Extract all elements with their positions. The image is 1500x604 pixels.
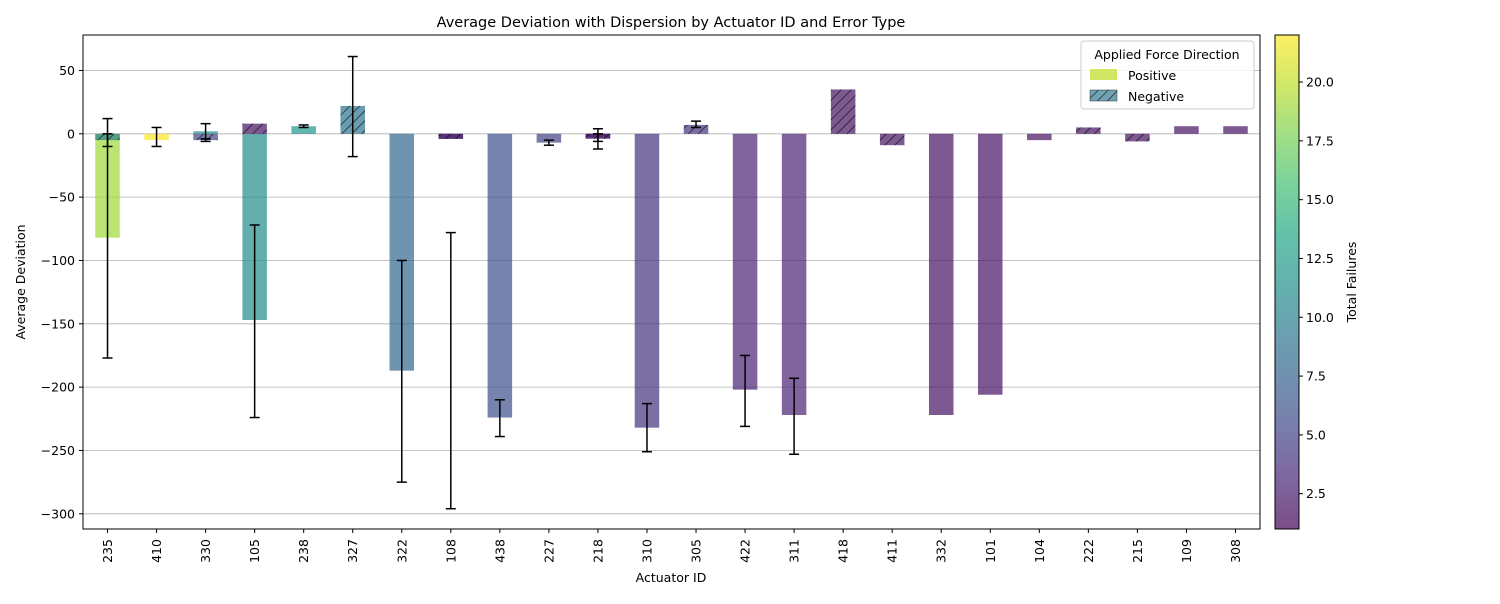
legend-box: [1080, 40, 1255, 110]
bar-positive: [1174, 126, 1199, 134]
bar-hatch: [242, 123, 267, 134]
x-tick-label: 327: [345, 539, 360, 563]
bar-positive: [1223, 126, 1248, 134]
colorbar-tick-label: 10.0: [1306, 310, 1334, 325]
x-tick-label: 310: [639, 539, 654, 563]
bar-positive: [732, 133, 758, 390]
x-tick-label: 215: [1130, 539, 1145, 563]
error-bars: [102, 55, 800, 510]
legend-title: Applied Force Direction: [1094, 47, 1239, 62]
x-axis-label: Actuator ID: [636, 570, 707, 585]
x-tick-label: 322: [394, 539, 409, 563]
bar-positive: [536, 133, 562, 143]
x-tick-label: 105: [247, 539, 262, 563]
colorbar-tick-label: 20.0: [1306, 75, 1334, 90]
x-tick-label: 238: [296, 539, 311, 563]
bar-positive: [1027, 133, 1052, 141]
bar-positive: [291, 126, 316, 134]
y-tick-label: −200: [41, 380, 75, 395]
x-tick-label: 104: [1032, 539, 1047, 563]
colorbar-gradient-rect: [1274, 34, 1300, 530]
x-tick-label: 108: [443, 539, 458, 563]
x-tick-label: 418: [836, 539, 851, 563]
legend-swatch-positive: [1090, 69, 1117, 80]
colorbar-tick-label: 7.5: [1306, 369, 1326, 384]
legend: Applied Force Direction Positive Negativ…: [1080, 40, 1255, 110]
bar-hatch: [683, 124, 709, 134]
colorbar-ticks: 2.5 5.0 7.5 10.0 12.5 15.0 17.5 20.0: [1299, 75, 1334, 501]
bar-positive: [487, 133, 513, 418]
legend-label-positive: Positive: [1128, 68, 1176, 83]
x-tick-label: 101: [983, 539, 998, 563]
x-tick-label: 422: [738, 539, 753, 563]
y-axis: 50 0 −50 −100 −150 −200 −250 −300: [41, 63, 83, 521]
colorbar-tick-label: 5.0: [1306, 427, 1326, 442]
colorbar-label: Total Failures: [1344, 242, 1359, 324]
colorbar: 2.5 5.0 7.5 10.0 12.5 15.0 17.5 20.0 Total Fail…: [1274, 34, 1359, 530]
colorbar-tick-label: 15.0: [1306, 192, 1334, 207]
bar-positive: [928, 133, 954, 416]
bar-positive: [978, 133, 1003, 395]
x-axis: 235 410 330 105 238 327 322 108 438 227 218 310 305 4…: [100, 529, 1243, 563]
colorbar-tick-label: 2.5: [1306, 486, 1326, 501]
x-tick-label: 311: [787, 539, 802, 563]
colorbar-tick-label: 12.5: [1306, 251, 1334, 266]
x-tick-label: 330: [198, 539, 213, 563]
bar-hatch: [438, 133, 464, 139]
y-tick-label: −250: [41, 443, 75, 458]
y-tick-label: −50: [49, 190, 75, 205]
x-tick-label: 410: [149, 539, 164, 563]
legend-swatch-negative-hatch: [1089, 89, 1118, 102]
y-tick-label: 0: [67, 126, 75, 141]
y-tick-label: −100: [41, 253, 75, 268]
y-tick-label: −150: [41, 316, 75, 331]
bar-hatch: [830, 89, 856, 134]
x-tick-label: 411: [885, 539, 900, 563]
chart-title: Average Deviation with Dispersion by Act…: [437, 15, 906, 31]
x-tick-label: 332: [934, 539, 949, 563]
x-tick-label: 308: [1228, 539, 1243, 563]
bar-positive: [781, 133, 807, 416]
bars: [95, 89, 1248, 428]
x-tick-label: 305: [689, 539, 704, 563]
y-axis-label: Average Deviation: [13, 224, 28, 339]
bar-hatch: [879, 133, 905, 146]
x-tick-label: 222: [1081, 539, 1096, 563]
bar-positive: [634, 133, 660, 428]
grid-lines: [83, 70, 1260, 515]
colorbar-tick-label: 17.5: [1306, 133, 1334, 148]
x-tick-label: 235: [100, 539, 115, 563]
bar-hatch: [1076, 127, 1101, 134]
x-tick-label: 438: [492, 539, 507, 563]
y-tick-label: 50: [59, 63, 75, 78]
x-tick-label: 227: [541, 539, 556, 563]
plot-frame: [82, 34, 1261, 530]
x-tick-label: 109: [1179, 539, 1194, 563]
legend-label-negative: Negative: [1128, 89, 1184, 104]
y-tick-label: −300: [41, 506, 75, 521]
bar-hatch: [1125, 133, 1150, 142]
x-tick-label: 218: [590, 539, 605, 563]
